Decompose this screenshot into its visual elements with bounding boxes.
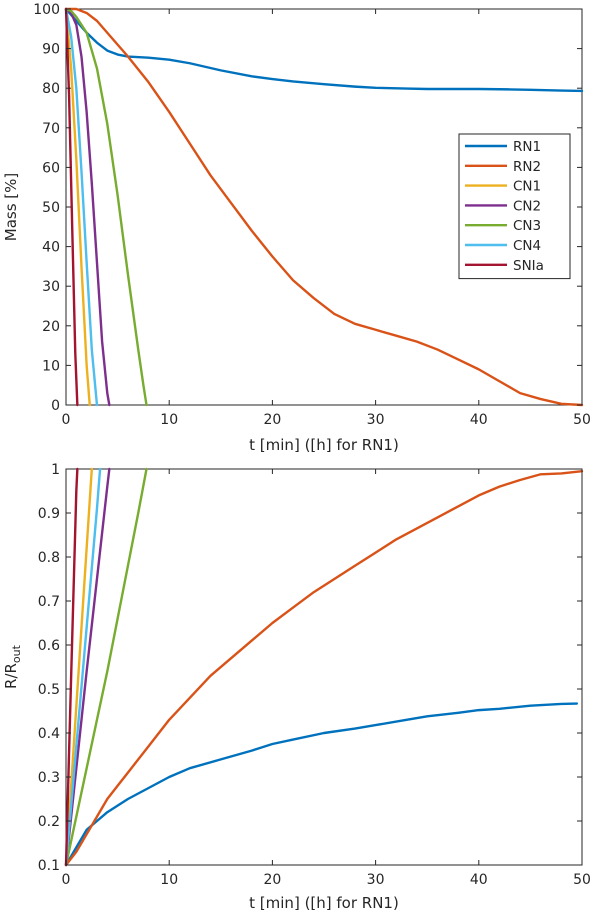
x-tick-label: 0 [62,872,71,888]
y-tick-label: 10 [42,358,60,374]
legend-label-cn1: CN1 [513,179,541,195]
series-line-snia [64,7,79,407]
x-tick-label: 20 [263,872,281,888]
series-line-cn1 [64,467,94,867]
y-tick-label: 70 [42,121,60,137]
y-tick-label: 60 [42,160,60,176]
legend-label-rn1: RN1 [513,139,541,155]
y-tick-label: 90 [42,42,60,58]
y-tick-label: 80 [42,81,60,97]
y-tick-label: 100 [33,2,60,18]
series-line-cn3 [64,7,148,407]
y-tick-label: 0 [51,398,60,414]
series-line-cn1 [64,7,91,407]
series-line-rn1 [64,702,579,867]
radius-chart-x-axis-label: t [min] ([h] for RN1) [249,894,399,912]
series-line-cn4 [64,467,102,867]
legend-label-cn4: CN4 [513,238,541,254]
series-line-cn4 [64,7,99,407]
x-tick-label: 10 [160,872,178,888]
mass-chart-x-axis-label: t [min] ([h] for RN1) [249,436,399,454]
series-line-snia [64,467,79,867]
x-tick-label: 10 [160,412,178,428]
legend-label-cn3: CN3 [513,218,541,234]
radius-chart: 0 10 20 30 40 500.10.20.30.40.50.60.70.80.91 … [2,462,591,912]
radius-chart-y-axis-label: R/Rout [2,644,23,689]
y-tick-label: 0.9 [38,506,60,522]
radius-chart-y-axis-label-main: R/R [2,663,20,689]
y-tick-label: 0.8 [38,550,60,566]
series-line-cn2 [64,7,111,407]
x-tick-label: 0 [62,412,71,428]
y-tick-label: 0.3 [38,770,60,786]
series-line-cn2 [64,467,111,867]
series-line-rn1 [64,7,584,93]
mass-chart-series-lines [64,7,584,407]
x-tick-label: 30 [367,872,385,888]
y-tick-label: 40 [42,240,60,256]
series-line-rn2 [64,7,584,407]
radius-chart-series-lines [64,467,584,867]
y-tick-label: 30 [42,279,60,295]
y-tick-label: 20 [42,319,60,335]
y-tick-label: 0.1 [38,858,60,874]
legend-label-snia: SNIa [513,258,544,274]
series-line-rn2 [64,470,584,867]
x-tick-label: 50 [573,872,591,888]
y-tick-label: 50 [42,200,60,216]
y-tick-label: 0.5 [38,682,60,698]
series-line-cn3 [64,467,148,867]
x-tick-label: 40 [470,412,488,428]
radius-chart-y-axis-label-subscript: out [10,644,23,663]
x-tick-label: 40 [470,872,488,888]
mass-chart-y-axis-label: Mass [%] [2,173,20,242]
y-tick-label: 0.6 [38,638,60,654]
x-tick-label: 30 [367,412,385,428]
radius-chart-ticks: 0 10 20 30 40 50 0.1 0.2 0.3 0.4 0.5 0.6 0.7 0.8 0.9 1 [38,462,591,888]
mass-chart-ticks: 0 10 20 30 40 50 0 10 20 30 40 50 60 70 80 90 100 [33,2,591,428]
mass-chart-legend: RN1 RN2 CN1 CN2 CN3 CN4 SNIa [458,133,571,280]
mass-chart: 0 10 20 30 40 50 0 10 20 30 40 50 60 70 80 90 100 t [min… [2,2,591,454]
x-tick-label: 20 [263,412,281,428]
radius-chart-axes-box [65,468,583,866]
legend-label-rn2: RN2 [513,159,541,175]
y-tick-label: 0.2 [38,814,60,830]
x-tick-label: 50 [573,412,591,428]
legend-label-cn2: CN2 [513,198,541,214]
y-tick-label: 0.7 [38,594,60,610]
y-tick-label: 0.4 [38,726,60,742]
y-tick-label: 1 [51,462,60,478]
